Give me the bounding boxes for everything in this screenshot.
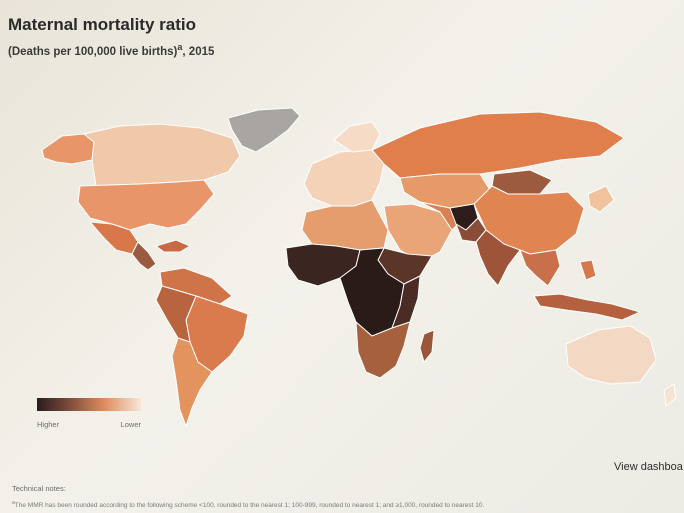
east-asia-islands[interactable] <box>587 185 615 213</box>
usa[interactable] <box>77 179 215 231</box>
australia[interactable] <box>565 325 657 385</box>
map-legend: Higher Lower <box>37 398 141 429</box>
footnote-marker: a <box>12 500 15 506</box>
map-subtitle: (Deaths per 100,000 live births)a, 2015 <box>8 42 214 58</box>
world-map-svg[interactable] <box>0 90 684 430</box>
map-title: Maternal mortality ratio <box>8 15 196 34</box>
alaska[interactable] <box>41 133 95 165</box>
legend-higher-label: Higher <box>37 420 60 429</box>
southeast-asia[interactable] <box>519 249 561 287</box>
footnote-text: The MMR has been rounded according to th… <box>14 502 485 510</box>
view-dashboard-link[interactable]: View dashboa <box>614 461 683 473</box>
technical-notes-heading: Technical notes: <box>12 484 66 493</box>
new-zealand[interactable] <box>663 383 677 407</box>
canada[interactable] <box>83 123 241 187</box>
south-america-south[interactable] <box>171 337 213 427</box>
subtitle-text: (Deaths per 100,000 live births) <box>8 45 178 58</box>
legend-labels: Higher Lower <box>37 420 141 429</box>
footnote: aThe MMR has been rounded according to t… <box>12 500 484 509</box>
madagascar[interactable] <box>419 329 435 363</box>
europe[interactable] <box>303 149 385 207</box>
scandinavia[interactable] <box>333 121 381 153</box>
world-map[interactable] <box>0 90 684 430</box>
north-africa[interactable] <box>301 199 389 251</box>
philippines[interactable] <box>579 259 597 281</box>
legend-lower-label: Lower <box>120 420 141 429</box>
middle-east[interactable] <box>383 203 453 263</box>
iran[interactable] <box>419 201 459 231</box>
india[interactable] <box>475 229 521 287</box>
subtitle-year: , 2015 <box>182 45 215 58</box>
legend-gradient-bar <box>37 398 141 411</box>
russia[interactable] <box>371 111 625 179</box>
central-america[interactable] <box>131 241 157 271</box>
subtitle-footnote-marker: a <box>177 42 183 52</box>
indonesia[interactable] <box>533 293 641 321</box>
caribbean[interactable] <box>155 239 191 253</box>
greenland[interactable] <box>227 107 301 153</box>
southern-africa[interactable] <box>355 321 411 379</box>
